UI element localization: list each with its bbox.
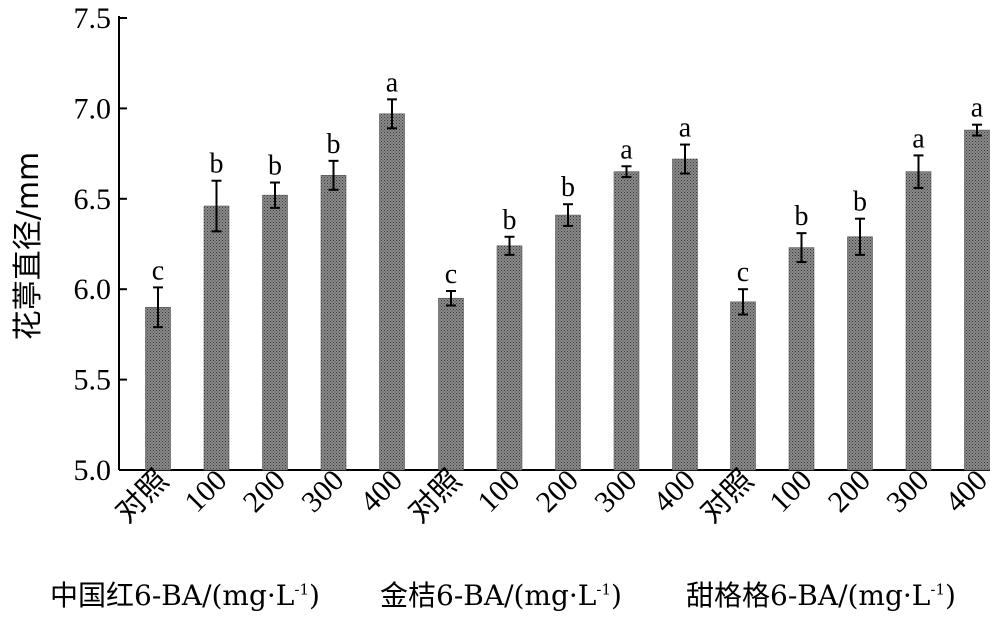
- x-tick-label: 400: [939, 464, 994, 519]
- significance-letter: b: [795, 201, 809, 232]
- significance-letter: a: [971, 93, 984, 124]
- y-tick-label: 7.0: [74, 92, 112, 125]
- significance-letter: b: [561, 172, 575, 203]
- significance-letter: b: [853, 187, 867, 218]
- y-axis-label: 花葶直径/mm: [11, 152, 46, 341]
- group-label: 甜格格6-BA/(mg·L-1): [686, 579, 956, 612]
- bar: [203, 205, 230, 471]
- bar: [379, 113, 405, 471]
- x-tick-label: 300: [880, 464, 935, 519]
- x-tick-label: 200: [237, 464, 292, 519]
- significance-letter: a: [912, 123, 925, 154]
- y-tick-label: 6.5: [74, 183, 112, 216]
- x-tick-label: 100: [763, 464, 818, 519]
- plot-area: 5.0 5.5 6.0 6.5 7.0 7.5 c 对照 b 100 b 200 b 300 a 400 c 对照…: [74, 2, 994, 529]
- bar: [613, 171, 640, 471]
- x-tick-label: 对照: [109, 464, 175, 530]
- group-label: 中国红6-BA/(mg·L-1): [50, 579, 320, 612]
- bar: [905, 171, 932, 471]
- x-tick-label: 300: [295, 464, 350, 519]
- significance-letter: b: [268, 151, 282, 182]
- y-tick-label: 6.0: [74, 273, 112, 306]
- group-label: 金桔6-BA/(mg·L-1): [380, 579, 622, 612]
- bar: [672, 158, 698, 471]
- x-tick-label: 400: [354, 464, 409, 519]
- bar: [788, 247, 815, 471]
- x-tick-label: 200: [822, 464, 877, 519]
- significance-letter: c: [737, 257, 749, 288]
- x-tick-label: 对照: [402, 464, 468, 530]
- bar: [320, 174, 347, 471]
- x-tick-label: 300: [588, 464, 643, 519]
- y-tick-label: 7.5: [74, 2, 112, 35]
- significance-letter: b: [327, 129, 341, 160]
- bar: [847, 236, 873, 471]
- significance-letter: a: [386, 67, 399, 98]
- bar: [145, 306, 171, 471]
- y-tick-label: 5.0: [74, 454, 112, 487]
- significance-letter: b: [210, 149, 224, 180]
- bar: [964, 129, 990, 471]
- x-tick-label: 200: [530, 464, 585, 519]
- x-tick-label: 对照: [694, 464, 760, 530]
- significance-letter: c: [152, 255, 164, 286]
- x-tick-label: 100: [471, 464, 526, 519]
- x-tick-label: 400: [647, 464, 702, 519]
- significance-letter: c: [445, 259, 457, 290]
- x-tick-label: 100: [178, 464, 233, 519]
- y-tick-label: 5.5: [74, 364, 112, 397]
- bar: [555, 214, 581, 471]
- bar: [262, 194, 288, 471]
- bar: [730, 301, 756, 471]
- significance-letter: a: [679, 113, 692, 144]
- bar: [496, 245, 523, 471]
- significance-letter: b: [503, 205, 517, 236]
- bar: [438, 297, 464, 471]
- significance-letter: a: [620, 134, 633, 165]
